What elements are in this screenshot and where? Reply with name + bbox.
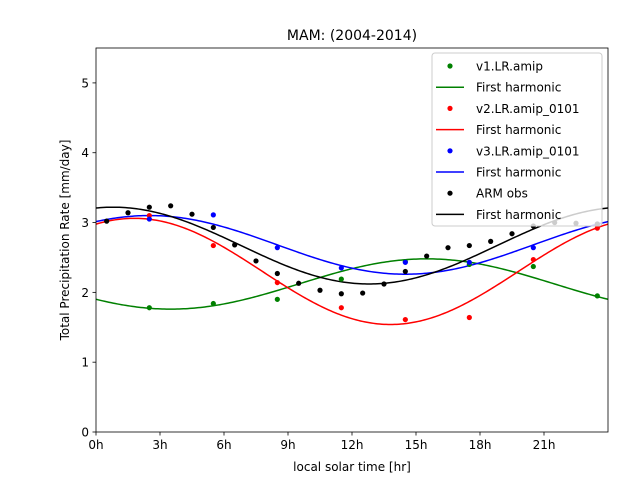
data-point-series-2 xyxy=(466,314,472,321)
data-point-series-2 xyxy=(338,305,344,311)
data-point-series-4 xyxy=(274,270,280,277)
data-point-series-3 xyxy=(210,212,216,218)
data-point-series-4 xyxy=(360,290,366,296)
data-point-series-1 xyxy=(594,293,600,299)
data-point-series-1 xyxy=(338,276,344,282)
data-point-series-3 xyxy=(530,245,536,251)
harmonic-fit-line-4 xyxy=(96,206,608,285)
legend: v1.LR.amip First harmonic v2.LR.amip_0101 F… xyxy=(431,52,603,227)
x-tick-label: 15h xyxy=(405,438,428,452)
x-tick-label: 0h xyxy=(88,438,103,452)
legend-label-series-3: v3.LR.amip_0101 xyxy=(476,144,580,158)
data-point-series-4 xyxy=(168,203,174,209)
data-point-series-4 xyxy=(232,242,238,248)
data-point-series-4 xyxy=(488,238,494,244)
harmonic-fit-line-2 xyxy=(96,217,608,326)
y-tick-label: 2 xyxy=(81,286,89,300)
data-point-series-1 xyxy=(530,263,536,270)
legend-box xyxy=(431,52,603,227)
chart-title: MAM: (2004-2014) xyxy=(287,28,417,44)
data-point-series-1 xyxy=(210,300,216,307)
y-tick-label: 3 xyxy=(81,216,89,230)
data-point-series-4 xyxy=(189,211,195,217)
y-tick-label: 5 xyxy=(81,76,89,90)
data-point-series-3 xyxy=(466,259,472,265)
x-tick-label: 6h xyxy=(216,438,231,452)
legend-label-series-2: v2.LR.amip_0101 xyxy=(476,102,580,116)
legend-label-fit-1: First harmonic xyxy=(476,81,561,95)
y-tick-label: 1 xyxy=(81,356,89,370)
x-axis-label: local solar time [hr] xyxy=(293,460,411,474)
data-point-series-1 xyxy=(146,305,152,311)
data-point-series-4 xyxy=(296,280,302,286)
y-tick-label: 0 xyxy=(81,426,89,440)
data-point-series-2 xyxy=(594,225,600,231)
data-point-series-2 xyxy=(210,242,216,249)
x-tick-label: 9h xyxy=(280,438,295,452)
x-tick-label: 3h xyxy=(152,438,167,452)
data-point-series-4 xyxy=(381,281,387,287)
x-tick-label: 18h xyxy=(469,438,492,452)
data-point-series-1 xyxy=(274,296,280,302)
data-point-series-4 xyxy=(402,268,408,275)
axes: 0h 3h 6h 9h 12h 15h 18h 21h 0 1 2 3 4 5 xyxy=(81,47,609,452)
legend-label-fit-2: First harmonic xyxy=(476,123,561,137)
plot-area xyxy=(96,203,608,326)
x-tick-label: 21h xyxy=(533,438,556,452)
data-point-series-4 xyxy=(317,287,323,293)
data-point-series-3 xyxy=(338,265,344,271)
data-point-series-2 xyxy=(530,256,536,263)
data-point-series-4 xyxy=(466,242,472,249)
legend-marker-series-3 xyxy=(447,148,453,154)
data-point-series-4 xyxy=(125,210,131,216)
data-point-series-4 xyxy=(338,291,344,297)
data-point-series-4 xyxy=(253,258,259,264)
data-point-series-4 xyxy=(146,204,152,210)
x-tick-label: 12h xyxy=(341,438,364,452)
data-point-series-4 xyxy=(509,231,515,237)
harmonic-fit-line-3 xyxy=(96,214,608,275)
legend-marker-series-4 xyxy=(447,190,453,196)
legend-label-series-4: ARM obs xyxy=(476,187,528,201)
y-axis-label: Total Precipitation Rate [mm/day] xyxy=(58,140,72,342)
y-tick-label: 4 xyxy=(81,146,89,160)
legend-label-fit-3: First harmonic xyxy=(476,166,561,180)
data-point-series-4 xyxy=(424,253,430,259)
data-point-series-2 xyxy=(402,316,408,323)
data-point-series-3 xyxy=(402,259,408,265)
data-point-series-4 xyxy=(210,224,216,231)
data-point-series-4 xyxy=(104,218,110,224)
data-point-series-3 xyxy=(146,216,152,222)
data-point-series-2 xyxy=(274,279,280,286)
legend-marker-series-2 xyxy=(447,105,453,111)
legend-label-fit-4: First harmonic xyxy=(476,208,561,222)
legend-label-series-1: v1.LR.amip xyxy=(476,60,543,74)
legend-marker-series-1 xyxy=(447,63,453,69)
data-point-series-4 xyxy=(445,245,451,251)
data-point-series-3 xyxy=(274,245,280,251)
